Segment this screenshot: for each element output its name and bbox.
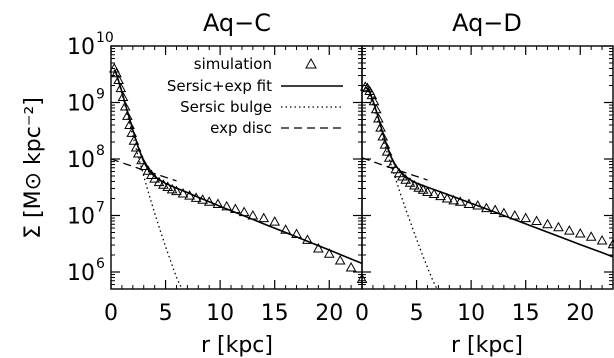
simulation-point <box>212 198 224 208</box>
simulation-point <box>607 238 614 249</box>
sersic-exp-fit-line <box>113 69 362 265</box>
simulation-point <box>258 212 270 223</box>
x-tick-label: 10 <box>457 301 485 326</box>
simulation-point <box>166 183 178 194</box>
simulation-point <box>413 182 425 192</box>
simulation-point <box>400 174 412 184</box>
simulation-point <box>585 231 597 241</box>
x-axis-label-right: r [kpc] <box>451 333 523 358</box>
simulation-point <box>162 181 174 191</box>
simulation-point <box>441 192 453 203</box>
legend-label: Sersic+exp fit <box>167 77 272 95</box>
simulation-point <box>312 243 324 253</box>
x-tick-label: 5 <box>410 301 424 326</box>
simulation-point <box>454 196 466 206</box>
simulation-point <box>377 130 389 141</box>
simulation-point <box>117 91 129 102</box>
simulation-point <box>417 184 429 194</box>
panel-title-left: Aq−C <box>203 9 271 37</box>
y-tick-exponent: 6 <box>96 256 105 272</box>
y-tick-label: 10 <box>67 35 95 60</box>
sersic-exp-fit-line <box>364 86 613 258</box>
y-tick-label: 10 <box>67 91 95 116</box>
simulation-point <box>221 200 233 211</box>
simulation-point <box>119 100 131 111</box>
simulation-point <box>422 186 433 197</box>
y-axis-label: Σ [M⊙ kpc⁻²] <box>21 97 46 239</box>
simulation-point <box>379 139 391 149</box>
legend-label: exp disc <box>210 119 272 137</box>
plot-frame-1 <box>361 45 614 290</box>
simulation-point <box>177 187 189 198</box>
sersic-bulge-line <box>364 86 438 289</box>
simulation-point <box>139 160 151 171</box>
simulation-point <box>596 235 608 245</box>
exp-disc-line <box>111 158 177 182</box>
simulation-point <box>269 216 281 226</box>
simulation-point <box>334 254 346 265</box>
x-axis-label-left: r [kpc] <box>201 333 273 358</box>
simulation-point <box>359 81 371 91</box>
y-tick-exponent: 8 <box>96 143 105 159</box>
x-tick-label: 20 <box>566 301 594 326</box>
x-tick-label: 15 <box>512 301 540 326</box>
simulation-point <box>531 215 542 225</box>
simulation-point <box>171 185 182 196</box>
x-tick-label: 0 <box>355 301 369 326</box>
y-tick-label: 10 <box>67 148 95 173</box>
x-tick-label: 20 <box>315 301 343 326</box>
legend-label: simulation <box>194 55 272 73</box>
simulation-point <box>323 248 335 258</box>
sersic-bulge-line <box>113 70 183 289</box>
legend-label: Sersic bulge <box>180 98 272 116</box>
simulation-point <box>574 227 586 238</box>
y-tick-exponent: 9 <box>96 86 105 102</box>
y-tick-exponent: 7 <box>96 199 105 215</box>
simulation-point <box>428 188 440 199</box>
simulation-point <box>489 204 501 215</box>
y-tick-label: 10 <box>67 204 95 229</box>
simulation-point <box>122 110 133 120</box>
simulation-point <box>375 122 386 132</box>
simulation-point <box>563 225 575 235</box>
simulation-point <box>542 218 553 229</box>
simulation-point <box>520 212 532 223</box>
simulation-point <box>345 261 357 272</box>
simulation-point <box>111 67 122 78</box>
simulation-point <box>435 190 446 201</box>
simulation-point <box>142 165 154 175</box>
simulation-point <box>302 234 313 244</box>
x-tick-label: 0 <box>104 301 118 326</box>
x-tick-label: 5 <box>159 301 173 326</box>
simulation-point <box>498 207 510 218</box>
simulation-point <box>553 221 564 232</box>
simulation-point <box>409 179 420 190</box>
legend-marker <box>305 57 317 69</box>
x-tick-label: 10 <box>206 301 234 326</box>
panel-title-right: Aq−D <box>452 9 522 37</box>
x-tick-label: 15 <box>261 301 289 326</box>
simulation-point <box>115 82 127 93</box>
exp-disc-line <box>362 157 428 181</box>
simulation-point <box>404 177 416 187</box>
y-tick-label: 10 <box>67 261 95 286</box>
simulation-point <box>448 194 460 205</box>
y-tick-exponent: 10 <box>96 30 114 46</box>
